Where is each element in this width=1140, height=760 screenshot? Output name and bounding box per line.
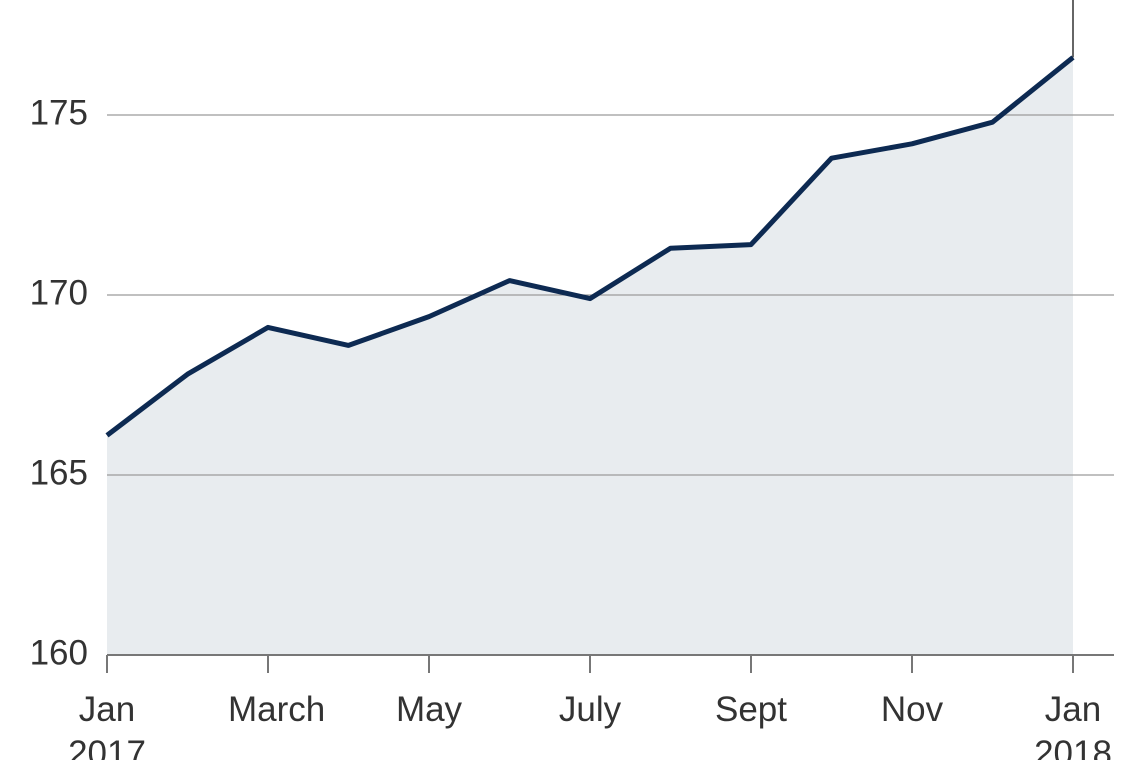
y-tick-label: 170	[30, 273, 88, 312]
x-tick-label: Jan 2018	[1034, 690, 1112, 760]
line	[105, 55, 1075, 438]
y-tick-label: 165	[30, 453, 88, 492]
x-tick-label: Jan 2017	[68, 690, 146, 760]
y-tick-label: 160	[30, 633, 88, 672]
x-tick-label: Nov	[880, 690, 944, 729]
x-tick-label: Sept	[715, 690, 787, 729]
x-tick-label: March	[228, 690, 326, 729]
area	[107, 57, 1073, 655]
x-tick-label: July	[558, 690, 622, 729]
x-tick-label: May	[395, 690, 463, 729]
y-tick-label: 175	[30, 93, 88, 132]
